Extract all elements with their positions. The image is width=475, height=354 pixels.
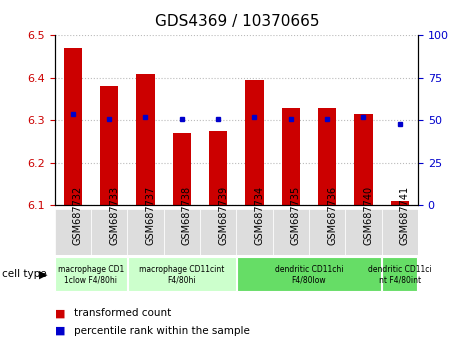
Text: GDS4369 / 10370665: GDS4369 / 10370665	[155, 14, 320, 29]
FancyBboxPatch shape	[128, 257, 236, 291]
Text: GSM687737: GSM687737	[145, 186, 155, 245]
Bar	[209, 131, 227, 205]
FancyBboxPatch shape	[237, 257, 381, 291]
FancyBboxPatch shape	[55, 209, 91, 255]
Bar	[282, 108, 300, 205]
Text: GSM687732: GSM687732	[73, 186, 83, 245]
Text: GSM687738: GSM687738	[182, 186, 192, 245]
Text: GSM687733: GSM687733	[109, 186, 119, 245]
Text: dendritic CD11ci
nt F4/80int: dendritic CD11ci nt F4/80int	[368, 265, 432, 284]
Text: macrophage CD11cint
F4/80hi: macrophage CD11cint F4/80hi	[139, 265, 225, 284]
Bar	[100, 86, 118, 205]
Text: transformed count: transformed count	[74, 308, 171, 318]
FancyBboxPatch shape	[237, 209, 273, 255]
Bar	[136, 74, 154, 205]
Bar	[173, 133, 191, 205]
FancyBboxPatch shape	[382, 257, 417, 291]
FancyBboxPatch shape	[309, 209, 345, 255]
Text: dendritic CD11chi
F4/80low: dendritic CD11chi F4/80low	[275, 265, 343, 284]
Text: ■: ■	[55, 308, 65, 318]
Bar	[318, 108, 336, 205]
Text: GSM687741: GSM687741	[400, 186, 410, 245]
Text: GSM687736: GSM687736	[327, 186, 337, 245]
FancyBboxPatch shape	[127, 209, 163, 255]
FancyBboxPatch shape	[345, 209, 381, 255]
Text: GSM687735: GSM687735	[291, 186, 301, 245]
Text: macrophage CD1
1clow F4/80hi: macrophage CD1 1clow F4/80hi	[58, 265, 124, 284]
Text: percentile rank within the sample: percentile rank within the sample	[74, 326, 249, 336]
FancyBboxPatch shape	[91, 209, 127, 255]
Bar	[246, 80, 264, 205]
FancyBboxPatch shape	[273, 209, 309, 255]
Text: ■: ■	[55, 326, 65, 336]
FancyBboxPatch shape	[163, 209, 200, 255]
Text: cell type: cell type	[2, 269, 47, 279]
Text: ▶: ▶	[39, 269, 48, 279]
Text: GSM687740: GSM687740	[363, 186, 373, 245]
FancyBboxPatch shape	[381, 209, 418, 255]
FancyBboxPatch shape	[56, 257, 126, 291]
FancyBboxPatch shape	[200, 209, 237, 255]
Bar	[64, 48, 82, 205]
Bar	[391, 201, 409, 205]
Bar	[354, 114, 372, 205]
Text: GSM687734: GSM687734	[255, 186, 265, 245]
Text: GSM687739: GSM687739	[218, 186, 228, 245]
